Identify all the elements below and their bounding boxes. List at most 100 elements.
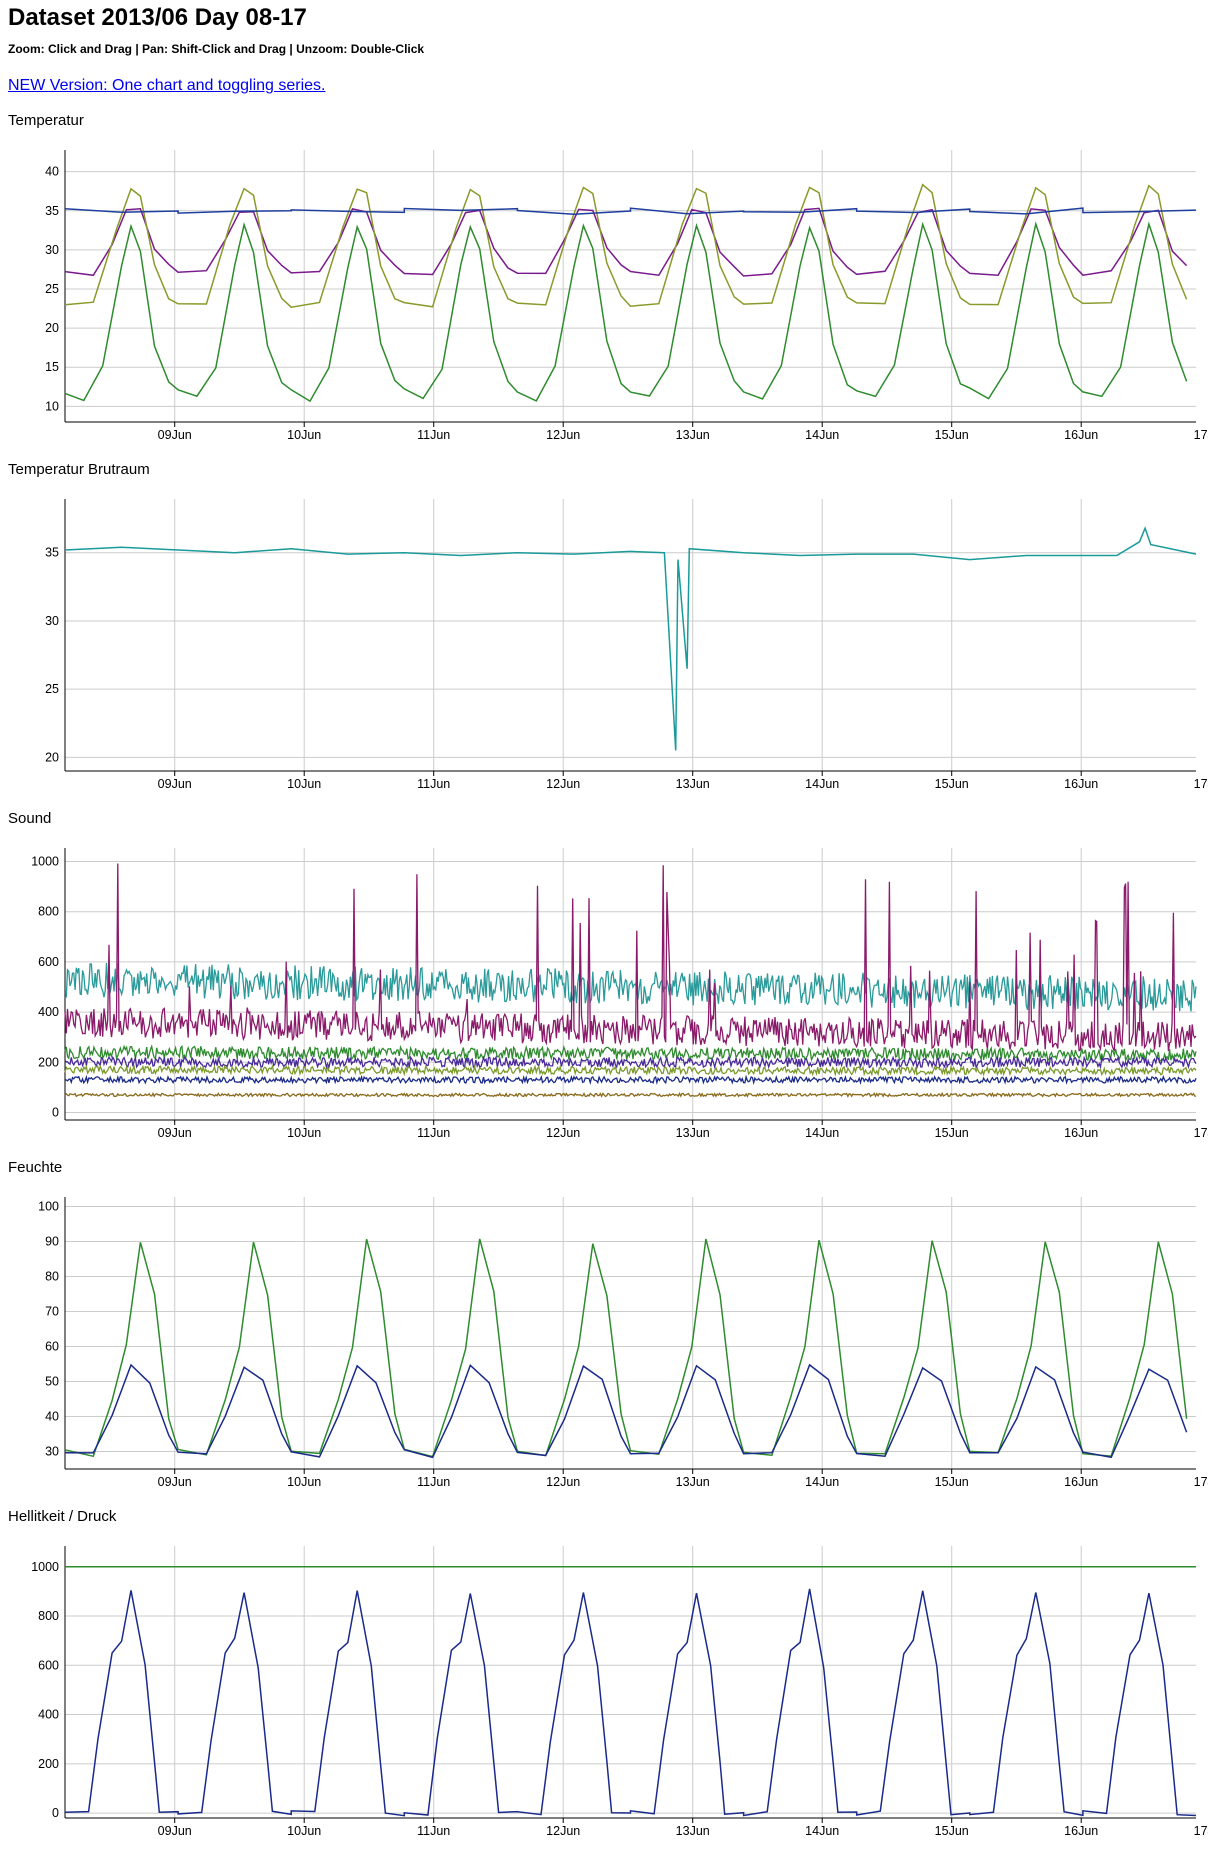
brutraum-chart-title: Temperatur Brutraum [8,461,150,478]
x-tick-label: 16Jun [1064,1475,1098,1489]
x-tick-label: 16Jun [1064,428,1098,442]
sound-series-0 [65,962,1197,1012]
y-tick-label: 15 [45,360,59,374]
x-tick-label: 11Jun [417,1824,450,1838]
x-tick-label: 15Jun [935,1475,969,1489]
x-tick-label: 15Jun [935,428,969,442]
y-tick-label: 600 [38,1658,59,1672]
feuchte-chart-title: Feuchte [8,1159,63,1176]
sound-series-5 [64,1074,1197,1086]
y-tick-label: 30 [45,1445,59,1459]
x-tick-label: 12Jun [546,1475,580,1489]
y-tick-label: 200 [38,1757,59,1771]
brutraum-chart[interactable]: 20 25 30 35 09Jun 10Jun 11Jun 12Jun 13Jun 14Jun 15… [0,489,1208,795]
y-tick-label: 1000 [31,1560,59,1574]
y-tick-label: 90 [45,1235,59,1249]
y-tick-label: 50 [45,1375,59,1389]
x-tick-label: 13Jun [676,428,710,442]
x-tick-label: 17Jun [1194,1475,1208,1489]
sound-chart-title: Sound [8,810,52,827]
x-tick-label: 10Jun [287,1824,321,1838]
x-tick-label: 13Jun [676,1126,710,1140]
temperatur-chart[interactable]: 10 15 20 25 30 35 40 09Jun 10Jun 11Jun 12Jun 13Jun 1… [0,140,1208,446]
y-tick-label: 40 [45,1410,59,1424]
sound-series-6 [64,1091,1197,1098]
x-tick-label: 15Jun [935,777,969,791]
helligkeit-chart-title: Hellitkeit / Druck [8,1508,117,1525]
x-tick-label: 17Jun [1194,777,1208,791]
x-tick-label: 12Jun [546,1126,580,1140]
x-tick-label: 11Jun [417,1475,450,1489]
x-tick-label: 12Jun [546,428,580,442]
x-tick-label: 11Jun [417,1126,450,1140]
x-tick-label: 10Jun [287,1126,321,1140]
y-tick-label: 80 [45,1270,59,1284]
x-tick-label: 15Jun [935,1824,969,1838]
x-tick-label: 17Jun [1194,1824,1208,1838]
y-tick-label: 600 [38,955,59,969]
temp-series-3 [64,207,1197,215]
y-tick-label: 800 [38,1609,59,1623]
x-tick-label: 09Jun [158,1126,192,1140]
x-tick-label: 10Jun [287,1475,321,1489]
sound-series-1 [64,863,1197,1052]
x-tick-label: 14Jun [805,428,839,442]
y-tick-label: 35 [45,546,59,560]
y-tick-label: 30 [45,614,59,628]
y-tick-label: 800 [38,905,59,919]
y-tick-label: 20 [45,321,59,335]
y-tick-label: 400 [38,1005,59,1019]
x-tick-label: 10Jun [287,777,321,791]
y-tick-label: 0 [52,1806,59,1820]
x-tick-label: 16Jun [1064,1126,1098,1140]
brut-series-0 [64,526,1197,751]
x-tick-label: 10Jun [287,428,321,442]
feuchte-chart[interactable]: 30 40 50 60 70 80 90 100 09Jun 10Jun 11Jun 12Jun 13J… [0,1187,1208,1493]
y-tick-label: 200 [38,1055,59,1069]
x-tick-label: 11Jun [417,777,450,791]
x-tick-label: 12Jun [546,1824,580,1838]
y-tick-label: 20 [45,750,59,764]
y-tick-label: 25 [45,682,59,696]
x-tick-label: 14Jun [805,777,839,791]
y-tick-label: 100 [38,1200,59,1214]
new-version-link[interactable]: NEW Version: One chart and toggling seri… [8,77,326,94]
y-tick-label: 70 [45,1305,59,1319]
y-tick-label: 10 [45,399,59,413]
x-tick-label: 14Jun [805,1475,839,1489]
x-tick-label: 13Jun [676,1824,710,1838]
y-tick-label: 400 [38,1708,59,1722]
hell-series-1 [64,1588,1197,1817]
y-tick-label: 0 [52,1105,59,1119]
x-tick-label: 16Jun [1064,1824,1098,1838]
x-tick-label: 09Jun [158,428,192,442]
x-tick-label: 14Jun [805,1126,839,1140]
helligkeit-chart[interactable]: 0 200 400 600 800 1000 09Jun 10Jun 11Jun 12Jun 13J… [0,1536,1208,1842]
feuchte-series-1 [64,1363,1188,1459]
y-tick-label: 40 [45,165,59,179]
y-tick-label: 60 [45,1340,59,1354]
x-tick-label: 17Jun [1194,428,1208,442]
sound-chart[interactable]: 0 200 400 600 800 1000 09Jun 10Jun 11Jun 12Jun 13J… [0,838,1208,1144]
x-tick-label: 13Jun [676,1475,710,1489]
x-tick-label: 16Jun [1064,777,1098,791]
x-tick-label: 14Jun [805,1824,839,1838]
x-tick-label: 09Jun [158,1824,192,1838]
x-tick-label: 09Jun [158,777,192,791]
temp-series-0 [64,221,1188,403]
y-tick-label: 35 [45,204,59,218]
y-tick-label: 25 [45,282,59,296]
feuchte-series-0 [64,1238,1188,1458]
y-tick-label: 30 [45,243,59,257]
temp-series-2 [64,183,1188,309]
x-tick-label: 11Jun [417,428,450,442]
temperatur-chart-title: Temperatur [8,112,84,129]
x-tick-label: 17Jun [1194,1126,1208,1140]
sound-series-3 [64,1055,1197,1070]
x-tick-label: 12Jun [546,777,580,791]
y-tick-label: 1000 [31,855,59,869]
x-tick-label: 13Jun [676,777,710,791]
temp-series-1 [64,207,1188,277]
x-tick-label: 15Jun [935,1126,969,1140]
page-title: Dataset 2013/06 Day 08-17 [8,4,307,31]
